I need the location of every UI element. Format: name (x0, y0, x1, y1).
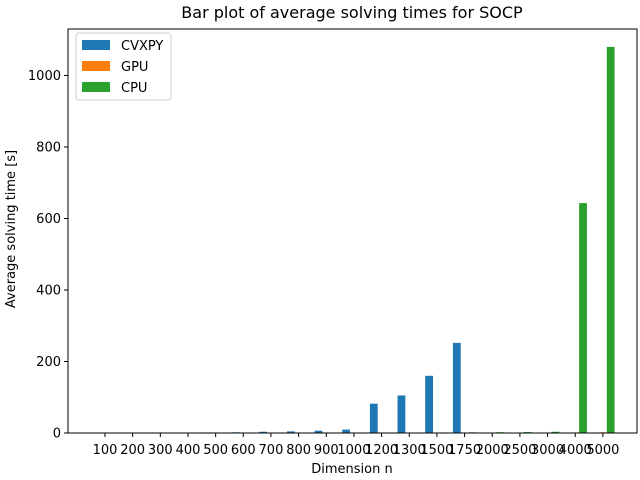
bar-cvxpy-700 (259, 431, 268, 433)
x-tick-label: 600 (231, 443, 256, 458)
x-tick-label: 300 (148, 443, 173, 458)
x-tick-label: 800 (286, 443, 311, 458)
bar-cpu-3000 (551, 431, 560, 433)
x-tick-label: 100 (93, 443, 118, 458)
y-tick-label: 600 (36, 212, 61, 227)
legend-label-cpu: CPU (121, 81, 147, 96)
y-axis-ticks: 0 200 400 600 800 1000 (28, 69, 68, 442)
bar-cpu-4000 (579, 203, 587, 433)
x-tick-label: 500 (203, 443, 228, 458)
bar-cvxpy-900 (314, 430, 323, 433)
x-tick-label: 1750 (448, 443, 481, 458)
x-axis-ticks: 100 200 300 400 500 600 700 800 9001000120013001… (93, 433, 619, 458)
bar-cpu-5000 (606, 46, 615, 433)
chart-title: Bar plot of average solving times for SO… (181, 3, 523, 22)
bar-cvxpy-800 (286, 431, 295, 433)
y-tick-label: 200 (36, 355, 61, 370)
bar-cvxpy-1500 (425, 375, 434, 433)
legend-label-cvxpy: CVXPY (121, 39, 163, 54)
x-tick-label: 3000 (531, 443, 564, 458)
x-tick-label: 900 (314, 443, 339, 458)
legend: CVXPY GPU CPU (75, 32, 172, 101)
x-tick-label: 1300 (393, 443, 426, 458)
x-tick-label: 200 (120, 443, 145, 458)
x-tick-label: 400 (176, 443, 201, 458)
bar-cvxpy-1200 (369, 403, 378, 433)
x-tick-label: 2500 (503, 443, 536, 458)
axes-frame (67, 28, 638, 434)
legend-swatch-cvxpy (82, 40, 110, 50)
x-tick-label: 2000 (476, 443, 509, 458)
bar-cvxpy-1300 (397, 395, 406, 433)
y-tick-label: 400 (36, 283, 61, 298)
legend-swatch-gpu (82, 61, 110, 71)
y-tick-label: 0 (53, 427, 61, 442)
x-tick-label: 5000 (586, 443, 619, 458)
bars-layer (93, 46, 615, 433)
legend-swatch-cpu (82, 82, 110, 92)
x-axis-label: Dimension n (311, 462, 392, 477)
legend-label-gpu: GPU (121, 60, 148, 75)
x-tick-label: 1000 (337, 443, 370, 458)
x-tick-label: 4000 (559, 443, 592, 458)
x-tick-label: 1500 (420, 443, 453, 458)
y-axis-label: Average solving time [s] (4, 150, 19, 308)
x-tick-label: 700 (259, 443, 284, 458)
x-tick-label: 1200 (365, 443, 398, 458)
y-tick-label: 800 (36, 140, 61, 155)
bar-cvxpy-1000 (342, 429, 351, 433)
bar-cvxpy-1750 (452, 342, 461, 433)
y-tick-label: 1000 (28, 69, 61, 84)
